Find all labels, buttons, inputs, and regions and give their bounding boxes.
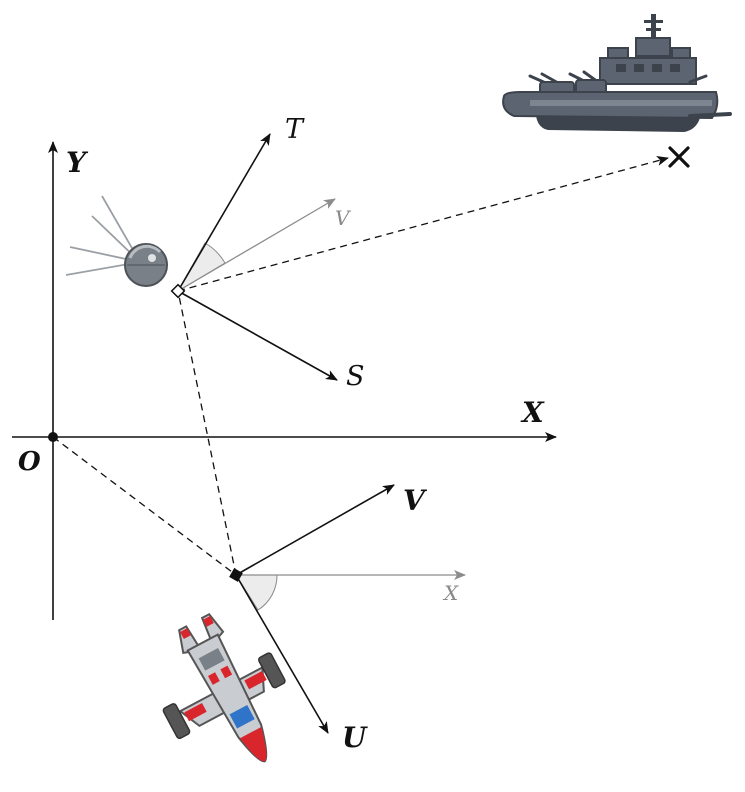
fighter-u-label: U [342, 721, 368, 754]
fighter-origin-marker [229, 568, 243, 582]
fighter-v-label: V [403, 484, 428, 517]
satellite-s-label: S [346, 361, 365, 392]
satellite-s-axis [177, 290, 338, 381]
fighter-frame: V U X [229, 484, 466, 754]
relation-lines [52, 156, 669, 576]
satellite-t-label: T [285, 114, 305, 145]
origin-to-fighter-line [52, 436, 237, 576]
satellite-ref-v-label: V [335, 206, 352, 230]
fighter-v-axis [235, 484, 395, 576]
origin-label: O [18, 447, 41, 477]
satellite-to-target-line [177, 156, 669, 292]
satellite-t-axis [177, 133, 271, 292]
satellite-icon [65, 195, 168, 287]
fighter-ref-x-label: X [442, 581, 459, 605]
fighter-angle-wedge [235, 574, 278, 611]
satellite-origin-marker [170, 283, 186, 299]
satellite-frame: T S V [170, 114, 365, 392]
target-x-marker [668, 146, 690, 168]
fighter-to-satellite-line [177, 290, 237, 576]
fighter-jet-icon [162, 612, 286, 763]
world-axes: X Y O [12, 141, 557, 620]
battleship-icon [502, 14, 732, 132]
satellite-ref-v-axis [177, 198, 336, 292]
world-x-label: X [520, 396, 545, 429]
world-y-label: Y [66, 146, 89, 179]
fighter-u-axis [235, 574, 329, 734]
